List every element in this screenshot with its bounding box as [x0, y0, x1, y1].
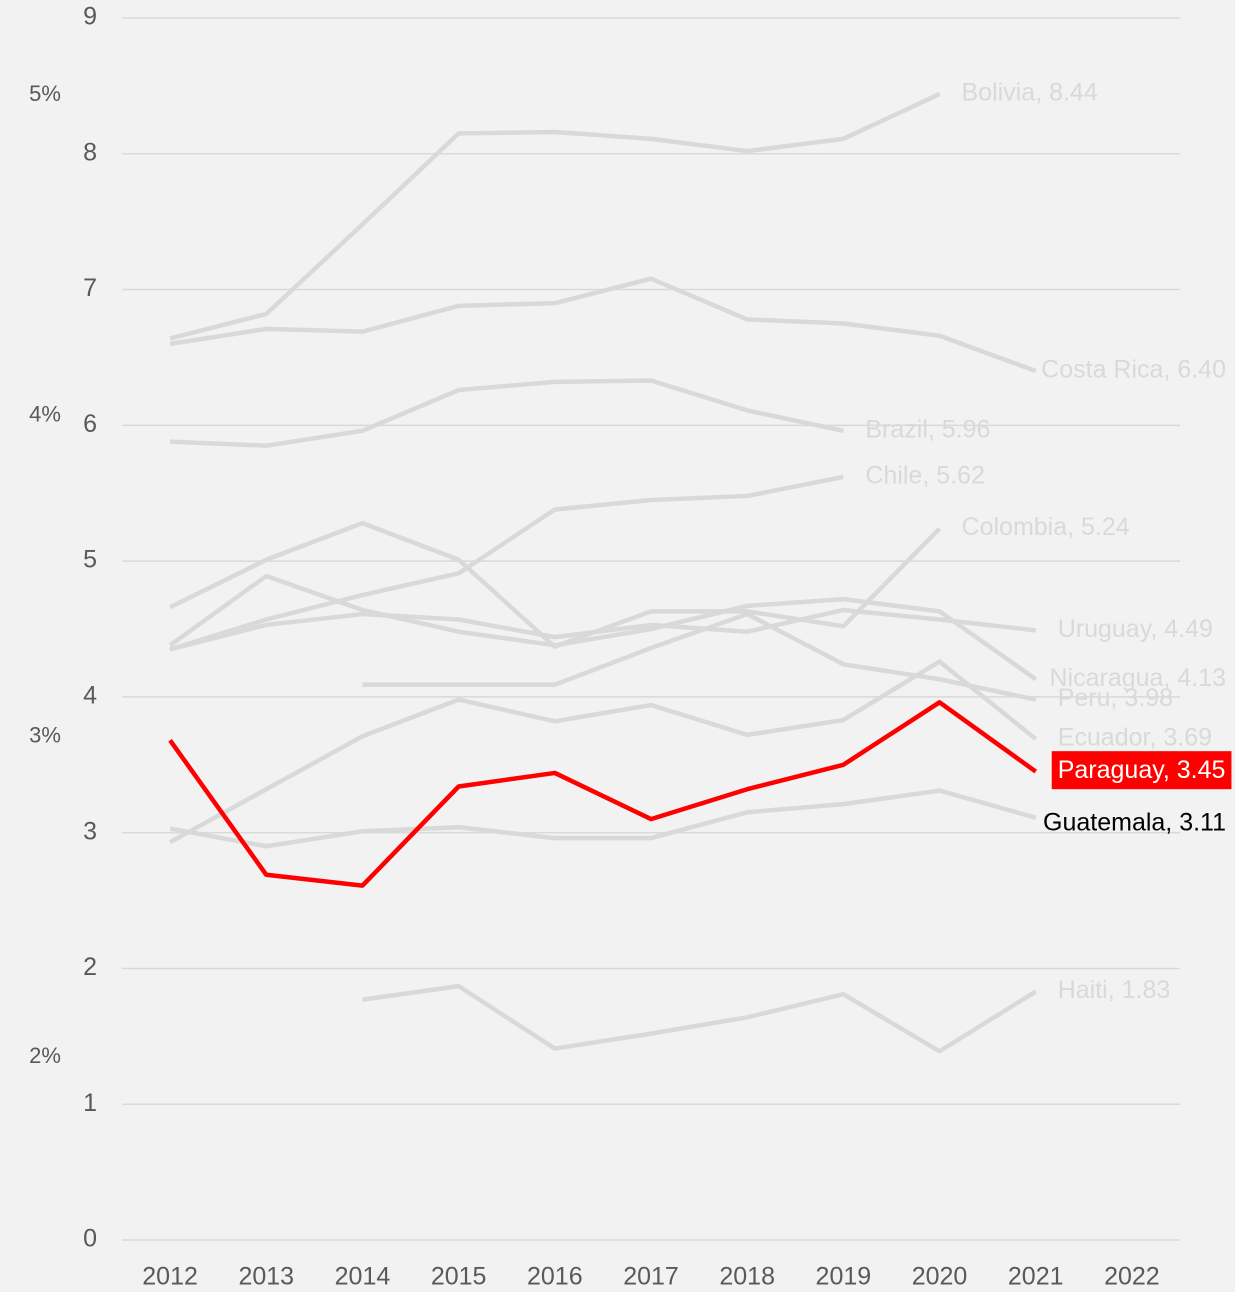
x-tick-label: 2015 — [431, 1263, 487, 1291]
x-tick-label: 2016 — [527, 1263, 583, 1291]
series-label: Paraguay, 3.45 — [1058, 756, 1226, 784]
y-tick-label: 1 — [83, 1089, 97, 1117]
y-tick-label: 9 — [83, 3, 97, 31]
series-line — [362, 611, 1037, 702]
series-label-group: Nicaragua, 4.13 — [1049, 664, 1226, 692]
series-line — [169, 659, 1038, 845]
x-tick-label: 2014 — [335, 1263, 391, 1291]
x-tick-label: 2018 — [719, 1263, 775, 1291]
y-tick-label: 0 — [83, 1225, 97, 1253]
series-label-group: Colombia, 5.24 — [962, 513, 1130, 541]
series-label: Bolivia, 8.44 — [962, 79, 1098, 107]
x-tick-label: 2013 — [238, 1263, 294, 1291]
series-line — [362, 983, 1037, 1054]
series-line — [169, 607, 1036, 652]
y2-tick-label: 5% — [29, 81, 61, 106]
y-tick-label: 2 — [83, 953, 97, 981]
x-tick-label: 2021 — [1008, 1263, 1064, 1291]
y2-tick-label: 3% — [29, 722, 61, 747]
y2-tick-label: 2% — [29, 1043, 61, 1068]
series-label-box — [1051, 751, 1232, 790]
y-tick-label: 5 — [83, 546, 97, 574]
series-line — [168, 700, 1038, 888]
series-label: Brazil, 5.96 — [865, 415, 990, 443]
series-label: Uruguay, 4.49 — [1058, 615, 1213, 643]
series-label: Chile, 5.62 — [865, 462, 985, 490]
series-line — [169, 378, 844, 448]
series-line — [169, 474, 844, 652]
y-tick-label: 8 — [83, 138, 97, 166]
x-tick-label: 2020 — [912, 1263, 968, 1291]
y-tick-label: 6 — [83, 410, 97, 438]
series-label: Haiti, 1.83 — [1058, 976, 1171, 1004]
series-label-group: Haiti, 1.83 — [1058, 976, 1171, 1004]
y-tick-label: 4 — [83, 681, 97, 709]
series-label-group: Ecuador, 3.69 — [1058, 724, 1212, 752]
series-label: Nicaragua, 4.13 — [1049, 664, 1226, 692]
x-tick-label: 2012 — [142, 1263, 198, 1291]
x-tick-label: 2019 — [816, 1263, 872, 1291]
series-label: Ecuador, 3.69 — [1058, 724, 1212, 752]
series-label: Guatemala, 3.11 — [1043, 808, 1226, 836]
series-label-group: Uruguay, 4.49 — [1058, 615, 1213, 643]
series-label-group: Guatemala, 3.11 — [1043, 808, 1226, 836]
series-label-group: Chile, 5.62 — [865, 462, 985, 490]
series-label-group: Bolivia, 8.44 — [962, 79, 1098, 107]
series-line — [168, 573, 1038, 682]
series-line — [169, 91, 941, 341]
x-tick-label: 2017 — [623, 1263, 679, 1291]
series-label: Colombia, 5.24 — [962, 513, 1130, 541]
series-label-group: Paraguay, 3.45 — [1051, 751, 1232, 790]
series-label-group: Brazil, 5.96 — [865, 415, 990, 443]
series-label: Costa Rica, 6.40 — [1041, 356, 1226, 384]
series-line — [169, 276, 1037, 374]
y-tick-label: 3 — [83, 817, 97, 845]
series-label-group: Costa Rica, 6.40 — [1041, 356, 1226, 384]
series-label-group: Peru, 3.98 — [1058, 684, 1173, 712]
series-label: Peru, 3.98 — [1058, 684, 1173, 712]
series-line — [169, 788, 1037, 849]
y-tick-label: 7 — [83, 274, 97, 302]
x-tick-label: 2022 — [1104, 1263, 1160, 1291]
y2-tick-label: 4% — [29, 402, 61, 427]
